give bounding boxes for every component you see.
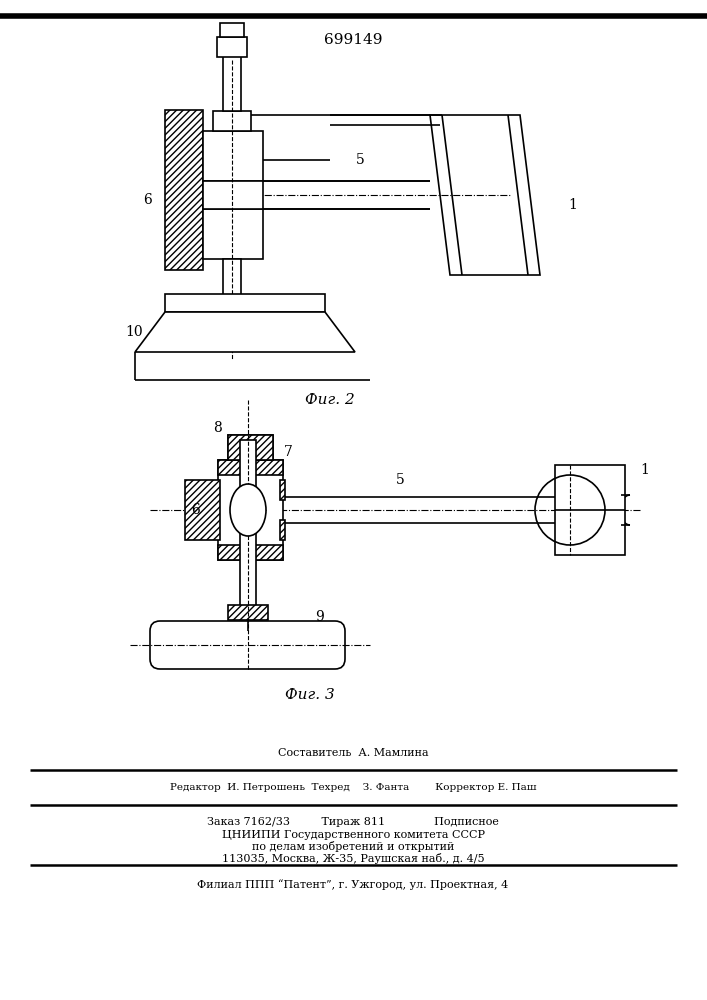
Bar bbox=[240, 440, 256, 610]
Text: 5: 5 bbox=[356, 153, 364, 167]
Bar bbox=[213, 111, 251, 131]
Bar bbox=[228, 435, 273, 460]
Bar bbox=[218, 460, 283, 560]
Text: 6: 6 bbox=[192, 503, 200, 517]
Text: 113035, Москва, Ж-35, Раушская наб., д. 4/5: 113035, Москва, Ж-35, Раушская наб., д. … bbox=[222, 854, 484, 864]
Ellipse shape bbox=[230, 484, 266, 536]
Bar bbox=[228, 605, 268, 620]
Text: Фиг. 3: Фиг. 3 bbox=[285, 688, 335, 702]
Text: 6: 6 bbox=[144, 193, 152, 207]
Text: 10: 10 bbox=[125, 325, 143, 339]
Bar bbox=[203, 131, 263, 181]
Text: Заказ 7162/33         Тираж 811              Подписное: Заказ 7162/33 Тираж 811 Подписное bbox=[207, 817, 499, 827]
Bar bbox=[185, 480, 220, 540]
Bar bbox=[223, 56, 241, 111]
Text: 1: 1 bbox=[568, 198, 577, 212]
Bar bbox=[218, 460, 283, 475]
Bar bbox=[228, 435, 273, 460]
Bar bbox=[223, 259, 241, 300]
Text: по делам изобретений и открытий: по делам изобретений и открытий bbox=[252, 842, 454, 852]
Bar bbox=[218, 545, 283, 560]
Text: 699149: 699149 bbox=[324, 33, 382, 47]
FancyBboxPatch shape bbox=[150, 621, 345, 669]
Bar bbox=[165, 294, 325, 312]
Text: 9: 9 bbox=[315, 610, 325, 624]
Bar bbox=[203, 209, 263, 259]
Bar bbox=[280, 520, 285, 540]
Polygon shape bbox=[135, 312, 355, 352]
Text: Редактор  И. Петрошень  Техред    З. Фанта        Корректор Е. Паш: Редактор И. Петрошень Техред З. Фанта Ко… bbox=[170, 782, 536, 792]
Text: Фиг. 2: Фиг. 2 bbox=[305, 393, 355, 407]
Text: 1: 1 bbox=[640, 463, 649, 477]
Text: ЦНИИПИ Государственного комитета СССР: ЦНИИПИ Государственного комитета СССР bbox=[221, 830, 484, 840]
Bar bbox=[555, 465, 625, 555]
Text: 8: 8 bbox=[214, 421, 223, 435]
Text: 5: 5 bbox=[396, 473, 404, 487]
Text: 7: 7 bbox=[284, 445, 293, 459]
Bar bbox=[280, 480, 285, 500]
Bar bbox=[217, 37, 247, 57]
Text: Составитель  А. Мамлина: Составитель А. Мамлина bbox=[278, 748, 428, 758]
Text: Филиал ППП “Патент”, г. Ужгород, ул. Проектная, 4: Филиал ППП “Патент”, г. Ужгород, ул. Про… bbox=[197, 880, 508, 890]
Bar bbox=[220, 23, 244, 37]
Polygon shape bbox=[430, 115, 540, 275]
Bar bbox=[203, 181, 263, 209]
Bar bbox=[165, 110, 203, 270]
